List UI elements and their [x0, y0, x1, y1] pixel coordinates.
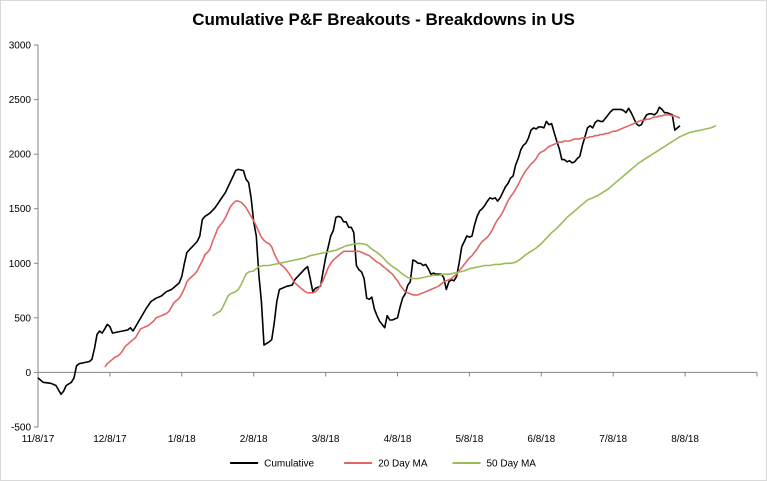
- legend: Cumulative 20 Day MA 50 Day MA: [230, 459, 536, 470]
- y-tick-label: 2000: [9, 150, 32, 161]
- y-tick-label: 500: [14, 313, 31, 324]
- x-tick-label: 6/8/18: [527, 434, 555, 445]
- x-tick-label: 3/8/18: [312, 434, 340, 445]
- series-line-50-day-ma: [212, 125, 717, 317]
- y-tick-label: 3000: [9, 41, 32, 52]
- legend-label-50-day-ma: 50 Day MA: [487, 459, 537, 470]
- x-tick-label: 8/8/18: [671, 434, 699, 445]
- series-line-cumulative: [37, 106, 681, 396]
- chart-title: Cumulative P&F Breakouts - Breakdowns in…: [192, 10, 575, 29]
- axes: -500 0 500 1000 1500 2000 2500 3000 11/8/17 12/8/…: [9, 41, 758, 445]
- legend-label-20-day-ma: 20 Day MA: [378, 459, 428, 470]
- x-tick-label: 5/8/18: [455, 434, 483, 445]
- y-tick-label: 1000: [9, 259, 32, 270]
- x-tick-label: 12/8/17: [93, 434, 127, 445]
- x-tick-label: 4/8/18: [384, 434, 412, 445]
- series-lines: [37, 106, 717, 396]
- y-tick-label: -500: [11, 423, 31, 434]
- y-tick-label: 0: [25, 368, 31, 379]
- x-tick-label: 7/8/18: [599, 434, 627, 445]
- x-tick-label: 2/8/18: [240, 434, 268, 445]
- series-line-20-day-ma: [104, 114, 681, 368]
- y-tick-label: 1500: [9, 204, 32, 215]
- y-tick-label: 2500: [9, 95, 32, 106]
- x-tick-label: 11/8/17: [22, 434, 55, 445]
- legend-label-cumulative: Cumulative: [264, 459, 314, 470]
- x-tick-label: 1/8/18: [168, 434, 196, 445]
